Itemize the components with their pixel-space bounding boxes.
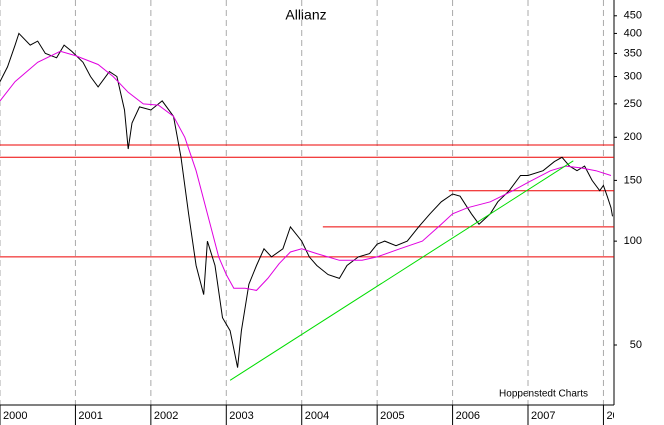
y-tick-label: 150 <box>624 174 642 186</box>
x-tick-label: 2000 <box>3 410 27 422</box>
y-tick-label: 200 <box>624 131 642 143</box>
x-tick-label: 2004 <box>305 410 329 422</box>
y-tick-label: 250 <box>624 98 642 110</box>
y-tick-label: 300 <box>624 70 642 82</box>
y-tick-label: 50 <box>630 339 642 351</box>
price-line <box>0 32 613 368</box>
price-line <box>229 160 574 381</box>
y-tick-label: 400 <box>624 27 642 39</box>
price-line <box>0 50 612 291</box>
x-tick-label: 2003 <box>229 410 253 422</box>
x-tick-label: 2006 <box>456 410 480 422</box>
chart-title: Allianz <box>285 7 326 23</box>
y-tick-label: 450 <box>624 10 642 22</box>
x-tick-label: 2002 <box>154 410 178 422</box>
x-tick-label: 2007 <box>531 410 555 422</box>
y-tick-label: 350 <box>624 47 642 59</box>
annotation: Hoppenstedt Charts <box>499 389 588 400</box>
x-axis: 2000 2001 2002 2003 2004 2005 2006 2007 2008 <box>0 405 630 425</box>
x-tick-label: 2005 <box>380 410 404 422</box>
x-tick-label: 2008 <box>606 410 630 422</box>
x-tick-label: 2001 <box>78 410 102 422</box>
y-tick-label: 100 <box>624 235 642 247</box>
